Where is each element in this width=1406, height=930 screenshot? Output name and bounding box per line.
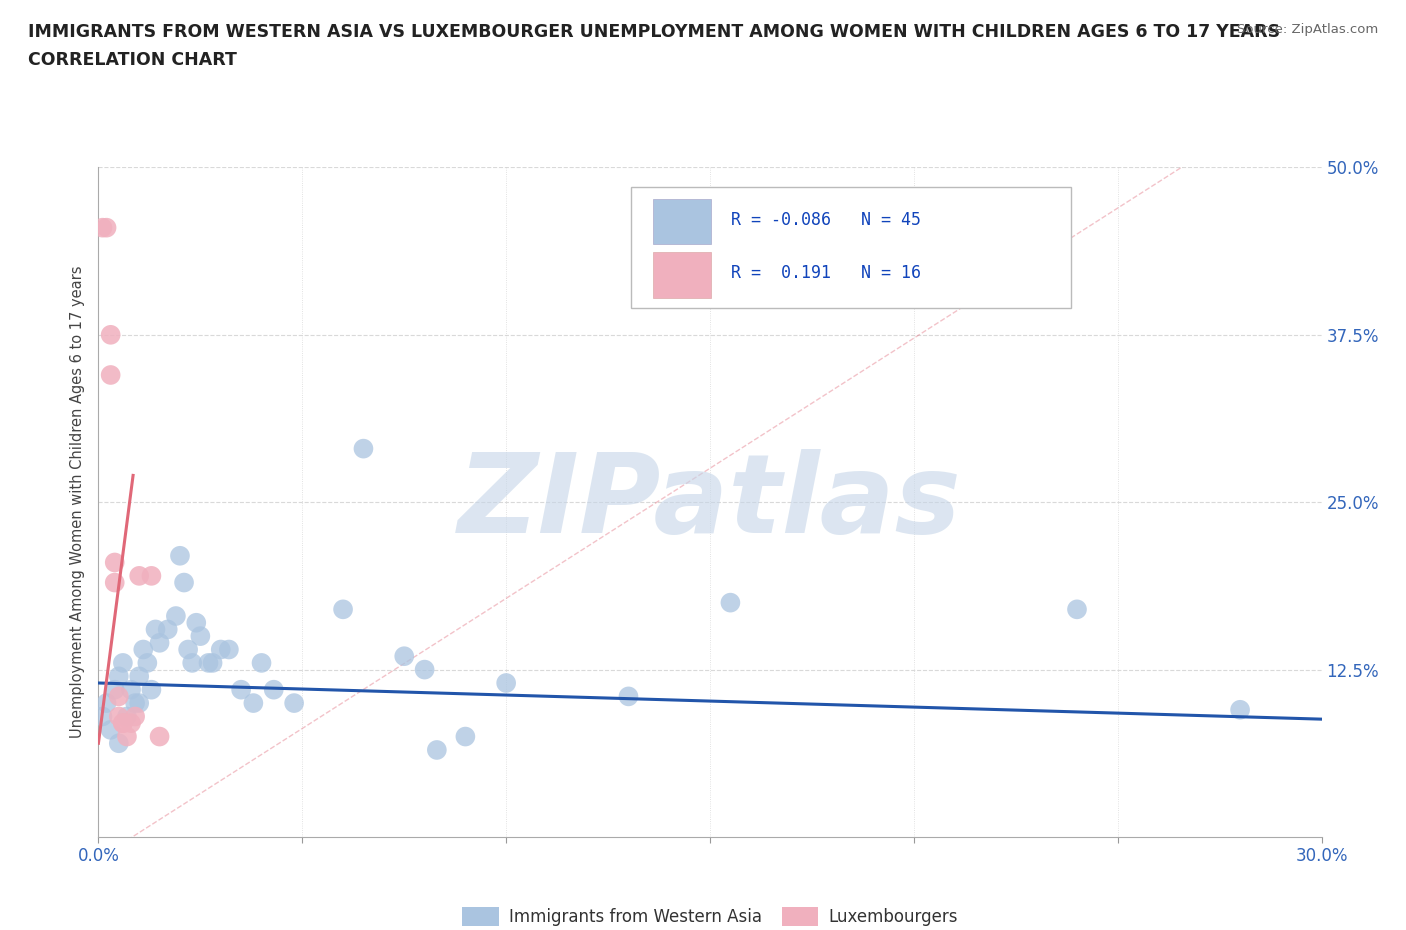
Point [197, 656, 219, 671]
Text: IMMIGRANTS FROM WESTERN ASIA VS LUXEMBOURGER UNEMPLOYMENT AMONG WOMEN WITH CHILD: IMMIGRANTS FROM WESTERN ASIA VS LUXEMBOU… [28, 23, 1281, 41]
Point [1066, 602, 1088, 617]
Point [209, 642, 232, 657]
Point [108, 669, 131, 684]
Point [111, 656, 134, 671]
Point [188, 629, 212, 644]
Point [181, 656, 204, 671]
Point [96, 696, 118, 711]
Text: CORRELATION CHART: CORRELATION CHART [28, 51, 238, 69]
Point [104, 683, 127, 698]
Point [108, 689, 131, 704]
Point [173, 575, 195, 590]
Point [124, 696, 146, 711]
Point [132, 642, 155, 657]
Point [332, 602, 354, 617]
Point [392, 649, 416, 664]
Point [231, 683, 253, 698]
Point [141, 568, 163, 583]
Point [115, 729, 138, 744]
Point [149, 635, 172, 650]
Text: ZIPatlas: ZIPatlas [458, 448, 962, 556]
Point [104, 555, 127, 570]
Point [169, 549, 191, 564]
Y-axis label: Unemployment Among Women with Children Ages 6 to 17 years: Unemployment Among Women with Children A… [69, 266, 84, 738]
Point [177, 642, 200, 657]
Point [104, 575, 127, 590]
Bar [652, 252, 711, 298]
Point [426, 742, 449, 757]
Point [165, 608, 187, 623]
Point [100, 723, 122, 737]
Point [218, 642, 240, 657]
Point [128, 669, 150, 684]
Point [718, 595, 742, 610]
Point [120, 683, 142, 698]
Text: R = -0.086   N = 45: R = -0.086 N = 45 [731, 210, 921, 229]
Point [201, 656, 224, 671]
Text: Source: ZipAtlas.com: Source: ZipAtlas.com [1237, 23, 1378, 36]
Point [111, 716, 134, 731]
Text: R =  0.191   N = 16: R = 0.191 N = 16 [731, 264, 921, 282]
Point [250, 656, 273, 671]
Point [124, 709, 146, 724]
Point [115, 709, 138, 724]
Point [617, 689, 640, 704]
Point [100, 367, 122, 382]
Bar [652, 199, 711, 245]
Point [149, 729, 172, 744]
Point [96, 220, 118, 235]
Point [495, 675, 517, 690]
Point [136, 656, 159, 671]
Point [263, 683, 285, 698]
Point [108, 709, 131, 724]
Point [100, 327, 122, 342]
Point [128, 568, 150, 583]
Point [352, 441, 374, 456]
Point [91, 220, 114, 235]
Legend: Immigrants from Western Asia, Luxembourgers: Immigrants from Western Asia, Luxembourg… [456, 900, 965, 930]
Point [413, 662, 436, 677]
Point [111, 716, 134, 731]
Point [186, 616, 208, 631]
Point [145, 622, 167, 637]
Point [91, 709, 114, 724]
Point [120, 716, 142, 731]
Point [128, 696, 150, 711]
Point [454, 729, 477, 744]
Point [242, 696, 264, 711]
Point [283, 696, 305, 711]
Point [156, 622, 179, 637]
Point [108, 736, 131, 751]
Point [141, 683, 163, 698]
FancyBboxPatch shape [630, 188, 1071, 308]
Point [1229, 702, 1251, 717]
